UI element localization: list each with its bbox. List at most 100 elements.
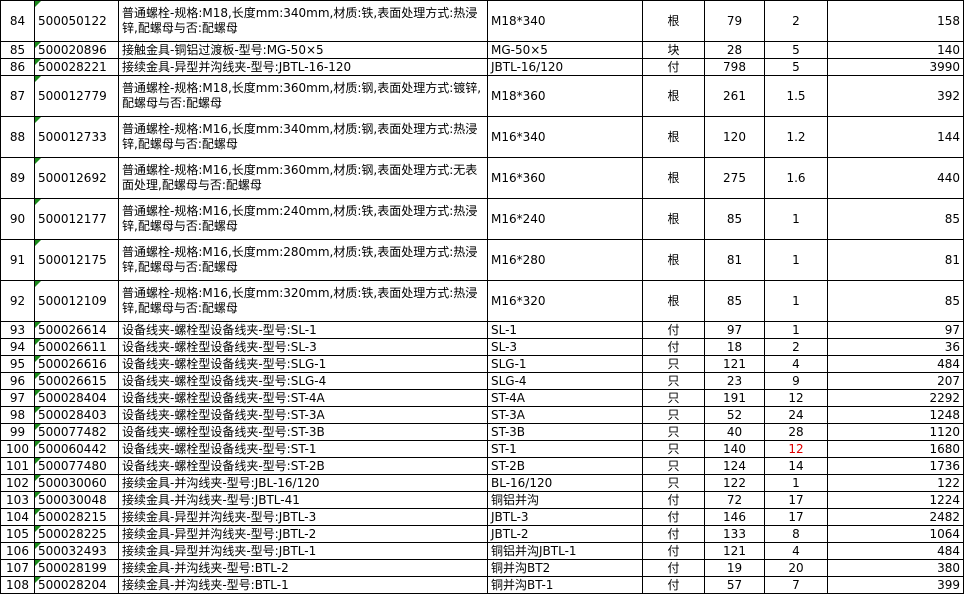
cell-row-number[interactable]: 103 — [0, 491, 35, 509]
cell-amount[interactable]: 1680 — [827, 440, 964, 458]
cell-unit-price[interactable]: 12 — [764, 389, 828, 407]
cell-quantity[interactable]: 40 — [704, 423, 765, 441]
cell-item-code[interactable]: 500020896 — [34, 41, 119, 59]
cell-row-number[interactable]: 94 — [0, 338, 35, 356]
cell-quantity[interactable]: 275 — [704, 157, 765, 199]
cell-item-name[interactable]: 普通螺栓-规格:M16,长度mm:360mm,材质:钢,表面处理方式:无表面处理… — [118, 157, 488, 199]
cell-row-number[interactable]: 87 — [0, 75, 35, 117]
cell-item-code[interactable]: 500032493 — [34, 542, 119, 560]
cell-item-name[interactable]: 设备线夹-螺栓型设备线夹-型号:SL-1 — [118, 321, 488, 339]
cell-specification[interactable]: ST-3B — [487, 423, 643, 441]
cell-item-name[interactable]: 普通螺栓-规格:M18,长度mm:340mm,材质:铁,表面处理方式:热浸锌,配… — [118, 0, 488, 42]
cell-amount[interactable]: 36 — [827, 338, 964, 356]
cell-unit-price[interactable]: 1 — [764, 198, 828, 240]
table-row[interactable]: 105 500028225 接续金具-异型并沟线夹-型号:JBTL-2 JBTL-2 付… — [0, 525, 964, 543]
cell-unit-price[interactable]: 4 — [764, 355, 828, 373]
cell-item-code[interactable]: 500028215 — [34, 508, 119, 526]
cell-quantity[interactable]: 124 — [704, 457, 765, 475]
cell-item-name[interactable]: 普通螺栓-规格:M18,长度mm:360mm,材质:钢,表面处理方式:镀锌,配螺… — [118, 75, 488, 117]
cell-item-name[interactable]: 设备线夹-螺栓型设备线夹-型号:ST-3A — [118, 406, 488, 424]
cell-item-code[interactable]: 500028225 — [34, 525, 119, 543]
table-row[interactable]: 103 500030048 接续金具-并沟线夹-型号:JBTL-41 铜铝并沟付 72 1… — [0, 491, 964, 509]
cell-amount[interactable]: 392 — [827, 75, 964, 117]
cell-unit[interactable]: 付 — [642, 58, 705, 76]
cell-row-number[interactable]: 84 — [0, 0, 35, 42]
table-row[interactable]: 97 500028404 设备线夹-螺栓型设备线夹-型号:ST-4A ST-4A 只 19… — [0, 389, 964, 407]
cell-item-name[interactable]: 设备线夹-螺栓型设备线夹-型号:SLG-4 — [118, 372, 488, 390]
cell-specification[interactable]: SL-3 — [487, 338, 643, 356]
cell-amount[interactable]: 140 — [827, 41, 964, 59]
cell-amount[interactable]: 1224 — [827, 491, 964, 509]
cell-unit[interactable]: 只 — [642, 423, 705, 441]
table-row[interactable]: 100 500060442 设备线夹-螺栓型设备线夹-型号:ST-1 ST-1 只 140… — [0, 440, 964, 458]
cell-row-number[interactable]: 90 — [0, 198, 35, 240]
cell-item-name[interactable]: 设备线夹-螺栓型设备线夹-型号:ST-1 — [118, 440, 488, 458]
cell-item-code[interactable]: 500030060 — [34, 474, 119, 492]
cell-unit[interactable]: 只 — [642, 372, 705, 390]
cell-item-code[interactable]: 500028199 — [34, 559, 119, 577]
cell-unit-price[interactable]: 17 — [764, 491, 828, 509]
cell-amount[interactable]: 85 — [827, 198, 964, 240]
cell-specification[interactable]: ST-3A — [487, 406, 643, 424]
cell-unit[interactable]: 只 — [642, 440, 705, 458]
cell-item-code[interactable]: 500028204 — [34, 576, 119, 594]
cell-quantity[interactable]: 79 — [704, 0, 765, 42]
cell-item-name[interactable]: 接续金具-并沟线夹-型号:BTL-1 — [118, 576, 488, 594]
cell-unit[interactable]: 根 — [642, 75, 705, 117]
cell-item-name[interactable]: 普通螺栓-规格:M16,长度mm:240mm,材质:铁,表面处理方式:热浸锌,配… — [118, 198, 488, 240]
cell-quantity[interactable]: 18 — [704, 338, 765, 356]
cell-quantity[interactable]: 140 — [704, 440, 765, 458]
cell-amount[interactable]: 122 — [827, 474, 964, 492]
cell-unit[interactable]: 付 — [642, 525, 705, 543]
cell-specification[interactable]: SLG-1 — [487, 355, 643, 373]
cell-unit-price[interactable]: 17 — [764, 508, 828, 526]
cell-specification[interactable]: JBTL-3 — [487, 508, 643, 526]
cell-amount[interactable]: 1736 — [827, 457, 964, 475]
cell-specification[interactable]: SL-1 — [487, 321, 643, 339]
cell-unit[interactable]: 根 — [642, 239, 705, 281]
cell-quantity[interactable]: 72 — [704, 491, 765, 509]
cell-amount[interactable]: 1120 — [827, 423, 964, 441]
cell-unit[interactable]: 根 — [642, 0, 705, 42]
cell-unit-price[interactable]: 14 — [764, 457, 828, 475]
table-row[interactable]: 104 500028215 接续金具-异型并沟线夹-型号:JBTL-3 JBTL-3 付… — [0, 508, 964, 526]
cell-unit-price[interactable]: 24 — [764, 406, 828, 424]
cell-quantity[interactable]: 798 — [704, 58, 765, 76]
cell-item-name[interactable]: 设备线夹-螺栓型设备线夹-型号:ST-2B — [118, 457, 488, 475]
cell-amount[interactable]: 484 — [827, 355, 964, 373]
cell-row-number[interactable]: 106 — [0, 542, 35, 560]
cell-amount[interactable]: 1064 — [827, 525, 964, 543]
cell-unit[interactable]: 付 — [642, 338, 705, 356]
cell-item-name[interactable]: 接续金具-异型并沟线夹-型号:JBTL-16-120 — [118, 58, 488, 76]
cell-item-name[interactable]: 普通螺栓-规格:M16,长度mm:340mm,材质:钢,表面处理方式:热浸锌,配… — [118, 116, 488, 158]
cell-specification[interactable]: SLG-4 — [487, 372, 643, 390]
cell-quantity[interactable]: 121 — [704, 542, 765, 560]
cell-item-code[interactable]: 500077480 — [34, 457, 119, 475]
cell-row-number[interactable]: 85 — [0, 41, 35, 59]
cell-specification[interactable]: M16*320 — [487, 280, 643, 322]
cell-specification[interactable]: M18*340 — [487, 0, 643, 42]
cell-unit[interactable]: 付 — [642, 542, 705, 560]
cell-unit[interactable]: 块 — [642, 41, 705, 59]
table-row[interactable]: 92 500012109 普通螺栓-规格:M16,长度mm:320mm,材质:铁,表… — [0, 280, 964, 322]
cell-quantity[interactable]: 121 — [704, 355, 765, 373]
cell-quantity[interactable]: 52 — [704, 406, 765, 424]
cell-row-number[interactable]: 97 — [0, 389, 35, 407]
cell-unit-price[interactable]: 1 — [764, 239, 828, 281]
table-row[interactable]: 107 500028199 接续金具-并沟线夹-型号:BTL-2 铜并沟BT2 付 19 2… — [0, 559, 964, 577]
cell-unit-price[interactable]: 1.6 — [764, 157, 828, 199]
cell-quantity[interactable]: 261 — [704, 75, 765, 117]
cell-specification[interactable]: M16*280 — [487, 239, 643, 281]
cell-quantity[interactable]: 28 — [704, 41, 765, 59]
table-row[interactable]: 101 500077480 设备线夹-螺栓型设备线夹-型号:ST-2B ST-2B 只 1… — [0, 457, 964, 475]
cell-unit[interactable]: 付 — [642, 491, 705, 509]
cell-unit-price[interactable]: 1 — [764, 321, 828, 339]
cell-unit[interactable]: 付 — [642, 576, 705, 594]
table-row[interactable]: 106 500032493 接续金具-异型并沟线夹-型号:JBTL-1 铜铝并沟JBT… — [0, 542, 964, 560]
cell-specification[interactable]: ST-1 — [487, 440, 643, 458]
cell-item-code[interactable]: 500028404 — [34, 389, 119, 407]
cell-item-name[interactable]: 设备线夹-螺栓型设备线夹-型号:ST-4A — [118, 389, 488, 407]
cell-quantity[interactable]: 57 — [704, 576, 765, 594]
cell-specification[interactable]: JBTL-16/120 — [487, 58, 643, 76]
cell-quantity[interactable]: 23 — [704, 372, 765, 390]
